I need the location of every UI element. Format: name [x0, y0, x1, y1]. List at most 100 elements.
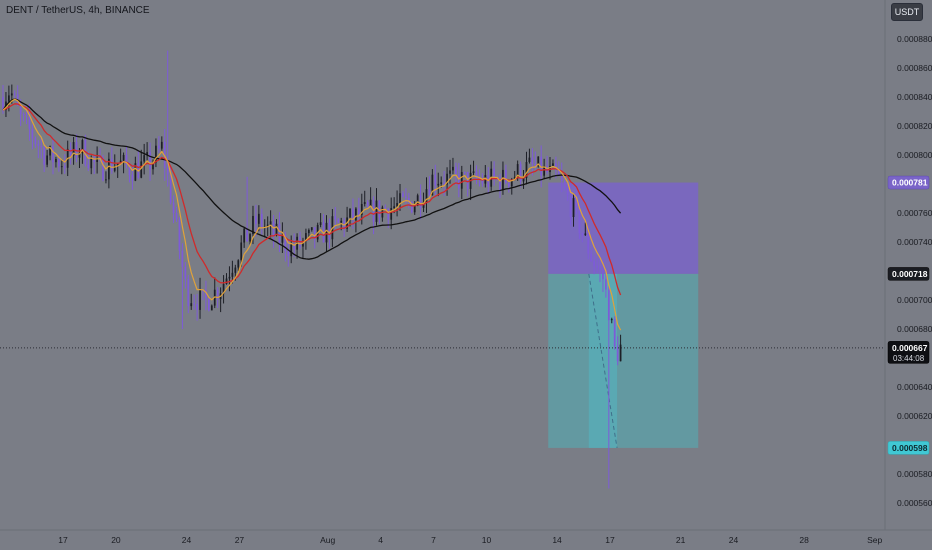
candle-body — [519, 164, 522, 182]
candle — [475, 165, 478, 185]
candle — [175, 206, 178, 222]
candle — [528, 148, 531, 164]
candle-body — [319, 222, 322, 225]
time-tick-label: 21 — [676, 535, 686, 545]
candle-body — [8, 95, 10, 102]
candle — [396, 190, 398, 217]
candle — [613, 316, 616, 350]
candle-body — [481, 179, 484, 184]
candle-body — [63, 166, 66, 168]
candle-body — [552, 163, 554, 166]
candle — [413, 200, 416, 215]
candle-body — [55, 158, 57, 163]
candle-body — [446, 173, 448, 185]
currency-button[interactable]: USDT — [891, 3, 923, 21]
candle — [610, 317, 613, 324]
candle — [337, 218, 340, 224]
candle — [25, 105, 28, 125]
candle-body — [360, 204, 363, 216]
candle-body — [225, 278, 228, 284]
price-tick-label: 0.000820 — [897, 121, 932, 131]
candle-body — [455, 166, 457, 174]
candle-body — [52, 146, 54, 163]
candle-body — [157, 145, 160, 149]
candle-body — [399, 193, 401, 204]
candle — [490, 161, 493, 191]
candle-body — [396, 203, 398, 207]
candle-body — [528, 157, 531, 163]
candle-body — [534, 164, 537, 167]
candle — [16, 85, 19, 106]
candle — [463, 171, 466, 176]
candle — [260, 208, 263, 235]
candle-body — [328, 222, 331, 240]
candle-body — [228, 276, 231, 279]
candle-body — [602, 269, 604, 280]
time-tick-label: 27 — [235, 535, 245, 545]
candle-body — [22, 113, 25, 115]
candle-body — [472, 171, 475, 173]
candle-body — [416, 195, 419, 206]
candle — [452, 157, 454, 175]
candle-body — [616, 346, 619, 362]
price-tick-label: 0.000640 — [897, 382, 932, 392]
price-tick-label: 0.000800 — [897, 150, 932, 160]
candle — [472, 160, 475, 176]
candle-body — [96, 158, 98, 162]
candle — [105, 171, 107, 184]
candle-body — [216, 289, 219, 300]
candle-body — [402, 193, 404, 197]
candle — [493, 161, 496, 186]
candle — [81, 138, 84, 164]
projection-line — [588, 273, 618, 448]
candle — [593, 255, 596, 275]
candle-body — [516, 164, 519, 177]
candle — [619, 334, 622, 362]
candle — [63, 154, 66, 174]
candle-body — [555, 163, 557, 171]
candle-body — [287, 251, 290, 257]
candle-body — [60, 166, 63, 168]
candle-body — [134, 163, 137, 181]
candle — [96, 146, 98, 174]
candle-body — [46, 155, 49, 165]
candle-body — [355, 208, 357, 221]
candle-body — [199, 289, 201, 310]
candle-body — [452, 166, 454, 171]
candle — [596, 258, 598, 274]
candle — [272, 214, 275, 248]
candle-body — [193, 303, 196, 305]
candle-body — [87, 164, 90, 169]
candle — [369, 187, 372, 208]
candle-body — [2, 97, 4, 111]
candle — [52, 137, 54, 175]
candle-body — [28, 115, 31, 129]
candle-body — [184, 266, 187, 279]
candle-body — [607, 289, 610, 321]
candle-body — [49, 146, 51, 156]
time-tick-label: 4 — [378, 535, 383, 545]
candle-body — [590, 253, 593, 262]
candle-body — [13, 93, 16, 95]
candle — [372, 196, 375, 235]
candle-body — [255, 215, 257, 224]
candle — [43, 143, 46, 173]
candle-body — [172, 202, 175, 214]
candle-body — [125, 154, 128, 165]
price-tick-label: 0.000860 — [897, 63, 932, 73]
candle-body — [440, 182, 443, 184]
candle — [172, 195, 175, 224]
candle — [137, 151, 140, 180]
candle-body — [40, 145, 43, 148]
candle-body — [596, 265, 598, 268]
candle-body — [410, 201, 413, 213]
candle — [519, 161, 522, 188]
candle-body — [557, 170, 560, 176]
candle — [357, 197, 360, 221]
candle-body — [43, 147, 46, 165]
price-tick-label: 0.000700 — [897, 295, 932, 305]
candle-body — [205, 290, 207, 299]
candle-body — [210, 305, 213, 311]
candle — [255, 204, 257, 237]
